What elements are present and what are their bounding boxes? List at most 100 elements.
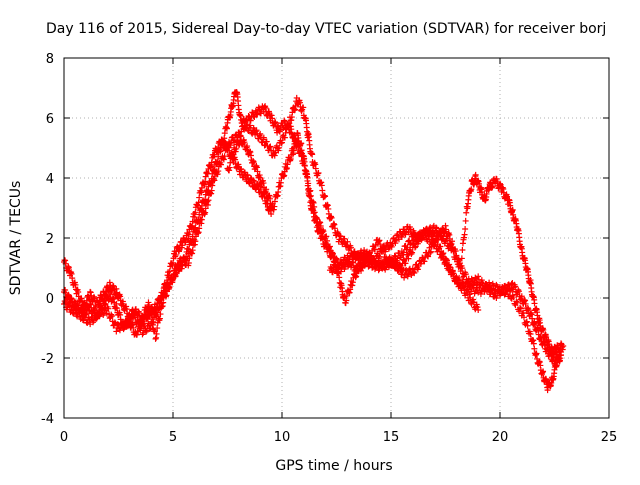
data-point: [268, 211, 275, 217]
data-point: [263, 138, 270, 145]
y-tick-label: -4: [41, 412, 54, 427]
y-tick-label: 4: [46, 172, 54, 187]
x-tick-label: 25: [601, 430, 618, 445]
series-arc-1: [61, 136, 275, 328]
data-points: [61, 89, 567, 394]
data-point: [515, 286, 522, 293]
data-point: [157, 311, 164, 318]
data-point: [531, 300, 538, 307]
data-point: [337, 233, 344, 240]
data-point: [458, 255, 465, 262]
data-point: [257, 130, 264, 137]
data-point: [318, 182, 325, 189]
data-point: [463, 209, 470, 216]
data-point: [279, 139, 285, 146]
x-tick-label: 10: [274, 430, 291, 445]
data-point: [227, 142, 234, 149]
data-point: [113, 328, 120, 335]
data-point: [372, 246, 379, 253]
data-point: [405, 255, 412, 262]
data-point: [425, 253, 432, 260]
data-point: [453, 252, 460, 259]
data-point: [322, 193, 329, 200]
data-point: [398, 265, 405, 272]
data-point: [443, 237, 450, 244]
data-point: [253, 127, 260, 134]
data-point: [424, 252, 431, 259]
data-point: [461, 231, 468, 238]
data-point: [105, 305, 112, 312]
data-point: [433, 224, 440, 231]
data-point: [195, 199, 202, 206]
data-point: [306, 193, 313, 200]
data-point: [74, 313, 81, 320]
data-point: [131, 310, 138, 317]
y-tick-label: 8: [46, 52, 54, 67]
data-point: [421, 258, 428, 265]
data-point: [78, 309, 85, 316]
data-point: [221, 135, 228, 142]
data-point: [208, 187, 215, 194]
data-point: [336, 274, 343, 281]
data-point: [108, 312, 115, 319]
data-point: [62, 299, 69, 306]
data-point: [512, 283, 519, 290]
x-tick-label: 5: [169, 430, 177, 445]
data-point: [278, 140, 285, 147]
data-point: [515, 288, 522, 295]
data-point: [376, 253, 383, 260]
data-point: [300, 104, 307, 111]
data-point: [450, 248, 457, 255]
data-point: [65, 300, 72, 307]
data-point: [275, 147, 282, 154]
data-point: [398, 234, 405, 241]
data-point: [380, 248, 387, 255]
data-point: [221, 153, 228, 160]
data-point: [458, 263, 465, 270]
data-point: [84, 320, 91, 327]
data-point: [449, 244, 456, 251]
data-point: [127, 320, 134, 327]
data-point: [224, 147, 231, 154]
data-point: [508, 280, 515, 287]
data-point: [135, 316, 142, 323]
data-point: [315, 169, 322, 176]
data-point: [474, 304, 481, 311]
data-point: [230, 151, 237, 158]
data-point: [462, 271, 469, 278]
data-point: [266, 144, 273, 151]
data-point: [240, 125, 247, 132]
data-point: [143, 328, 150, 335]
data-point: [147, 325, 154, 332]
data-point: [457, 260, 464, 267]
y-axis-label: SDTVAR / TECUs: [8, 181, 24, 296]
data-point: [473, 301, 480, 308]
data-point: [433, 225, 440, 232]
data-point: [298, 140, 305, 147]
data-point: [154, 325, 161, 332]
data-point: [396, 261, 403, 268]
data-point: [241, 126, 248, 133]
x-tick-label: 0: [60, 430, 68, 445]
data-point: [123, 323, 130, 330]
data-point: [409, 249, 416, 256]
data-point: [275, 188, 282, 195]
chart-title: Day 116 of 2015, Sidereal Day-to-day VTE…: [46, 21, 606, 37]
y-tick-label: 0: [46, 292, 54, 307]
data-point: [341, 235, 348, 242]
y-tick-label: -2: [41, 352, 54, 367]
data-point: [267, 143, 274, 150]
data-point: [377, 241, 384, 248]
data-point: [380, 244, 387, 251]
data-point: [169, 279, 176, 286]
data-point: [135, 320, 142, 327]
data-point: [165, 283, 172, 290]
data-point: [408, 250, 415, 257]
data-point: [398, 271, 405, 278]
data-point: [393, 237, 400, 244]
data-point: [281, 134, 288, 141]
data-point: [146, 326, 153, 333]
data-point: [166, 284, 173, 291]
